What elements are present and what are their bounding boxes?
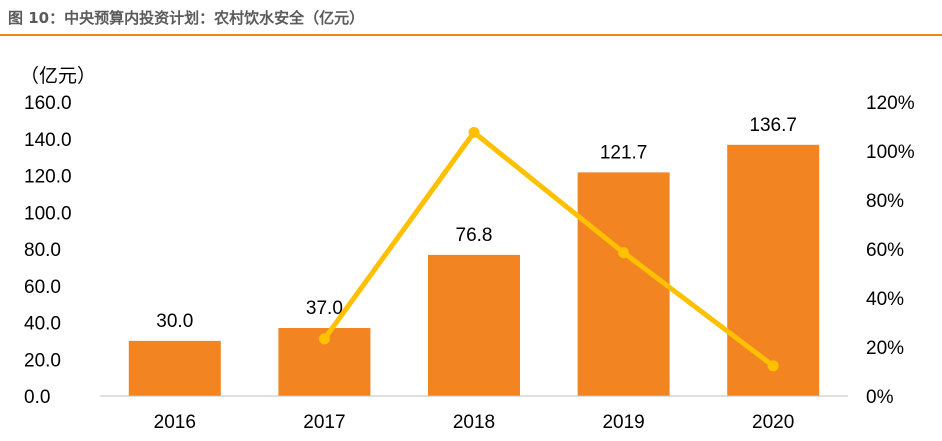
bar-data-label: 121.7: [600, 142, 648, 163]
y-tick-label: 140.0: [24, 130, 72, 151]
bar-data-label: 136.7: [749, 115, 797, 136]
y-tick-label: 20.0: [24, 350, 61, 371]
x-tick-label: 2019: [602, 412, 644, 433]
y-tick-label: 80.0: [24, 240, 61, 261]
y2-tick-label: 60%: [866, 240, 904, 261]
y-tick-label: 0.0: [24, 387, 50, 408]
figure-title: 图 10：中央预算内投资计划：农村饮水安全（亿元）: [8, 9, 365, 27]
y2-tick-label: 120%: [866, 93, 915, 114]
y-tick-label: 100.0: [24, 203, 72, 224]
x-tick-label: 2016: [154, 412, 196, 433]
line-series: [318, 126, 779, 372]
bar-data-labels: 30.0 37.0 76.8 121.7 136.7: [156, 115, 797, 332]
x-tick-label: 2017: [303, 412, 345, 433]
bar: [128, 340, 221, 396]
y-axis-label: （亿元）: [20, 65, 96, 87]
y-tick-label: 60.0: [24, 277, 61, 298]
y-tick-label: 160.0: [24, 93, 72, 114]
bar-data-label: 37.0: [306, 298, 343, 319]
bar-data-label: 30.0: [156, 311, 193, 332]
left-axis-ticks: 0.0 20.0 40.0 60.0 80.0 100.0 120.0 140.0 160.0: [24, 93, 72, 408]
bar: [727, 144, 820, 396]
line-point: [318, 333, 330, 345]
x-tick-label: 2020: [752, 412, 794, 433]
y2-tick-label: 100%: [866, 142, 915, 163]
line-point: [618, 247, 630, 259]
y2-tick-label: 80%: [866, 191, 904, 212]
bar-data-label: 76.8: [456, 225, 493, 246]
y2-tick-label: 0%: [866, 387, 894, 408]
right-axis-ticks: 0% 20% 40% 60% 80% 100% 120%: [866, 93, 915, 408]
x-tick-label: 2018: [453, 412, 495, 433]
y2-tick-label: 20%: [866, 338, 904, 359]
title-divider: [0, 34, 942, 36]
x-axis-ticks: 2016 2017 2018 2019 2020: [154, 412, 795, 433]
growth-line: [322, 129, 775, 368]
y2-tick-label: 40%: [866, 289, 904, 310]
bar-series: [128, 144, 820, 396]
y-tick-label: 40.0: [24, 314, 61, 335]
bar: [577, 172, 670, 396]
line-point: [468, 126, 480, 138]
bar: [428, 254, 520, 396]
figure-header: 图 10：中央预算内投资计划：农村饮水安全（亿元）: [0, 0, 942, 36]
line-point: [767, 360, 779, 372]
y-tick-label: 120.0: [24, 167, 72, 188]
